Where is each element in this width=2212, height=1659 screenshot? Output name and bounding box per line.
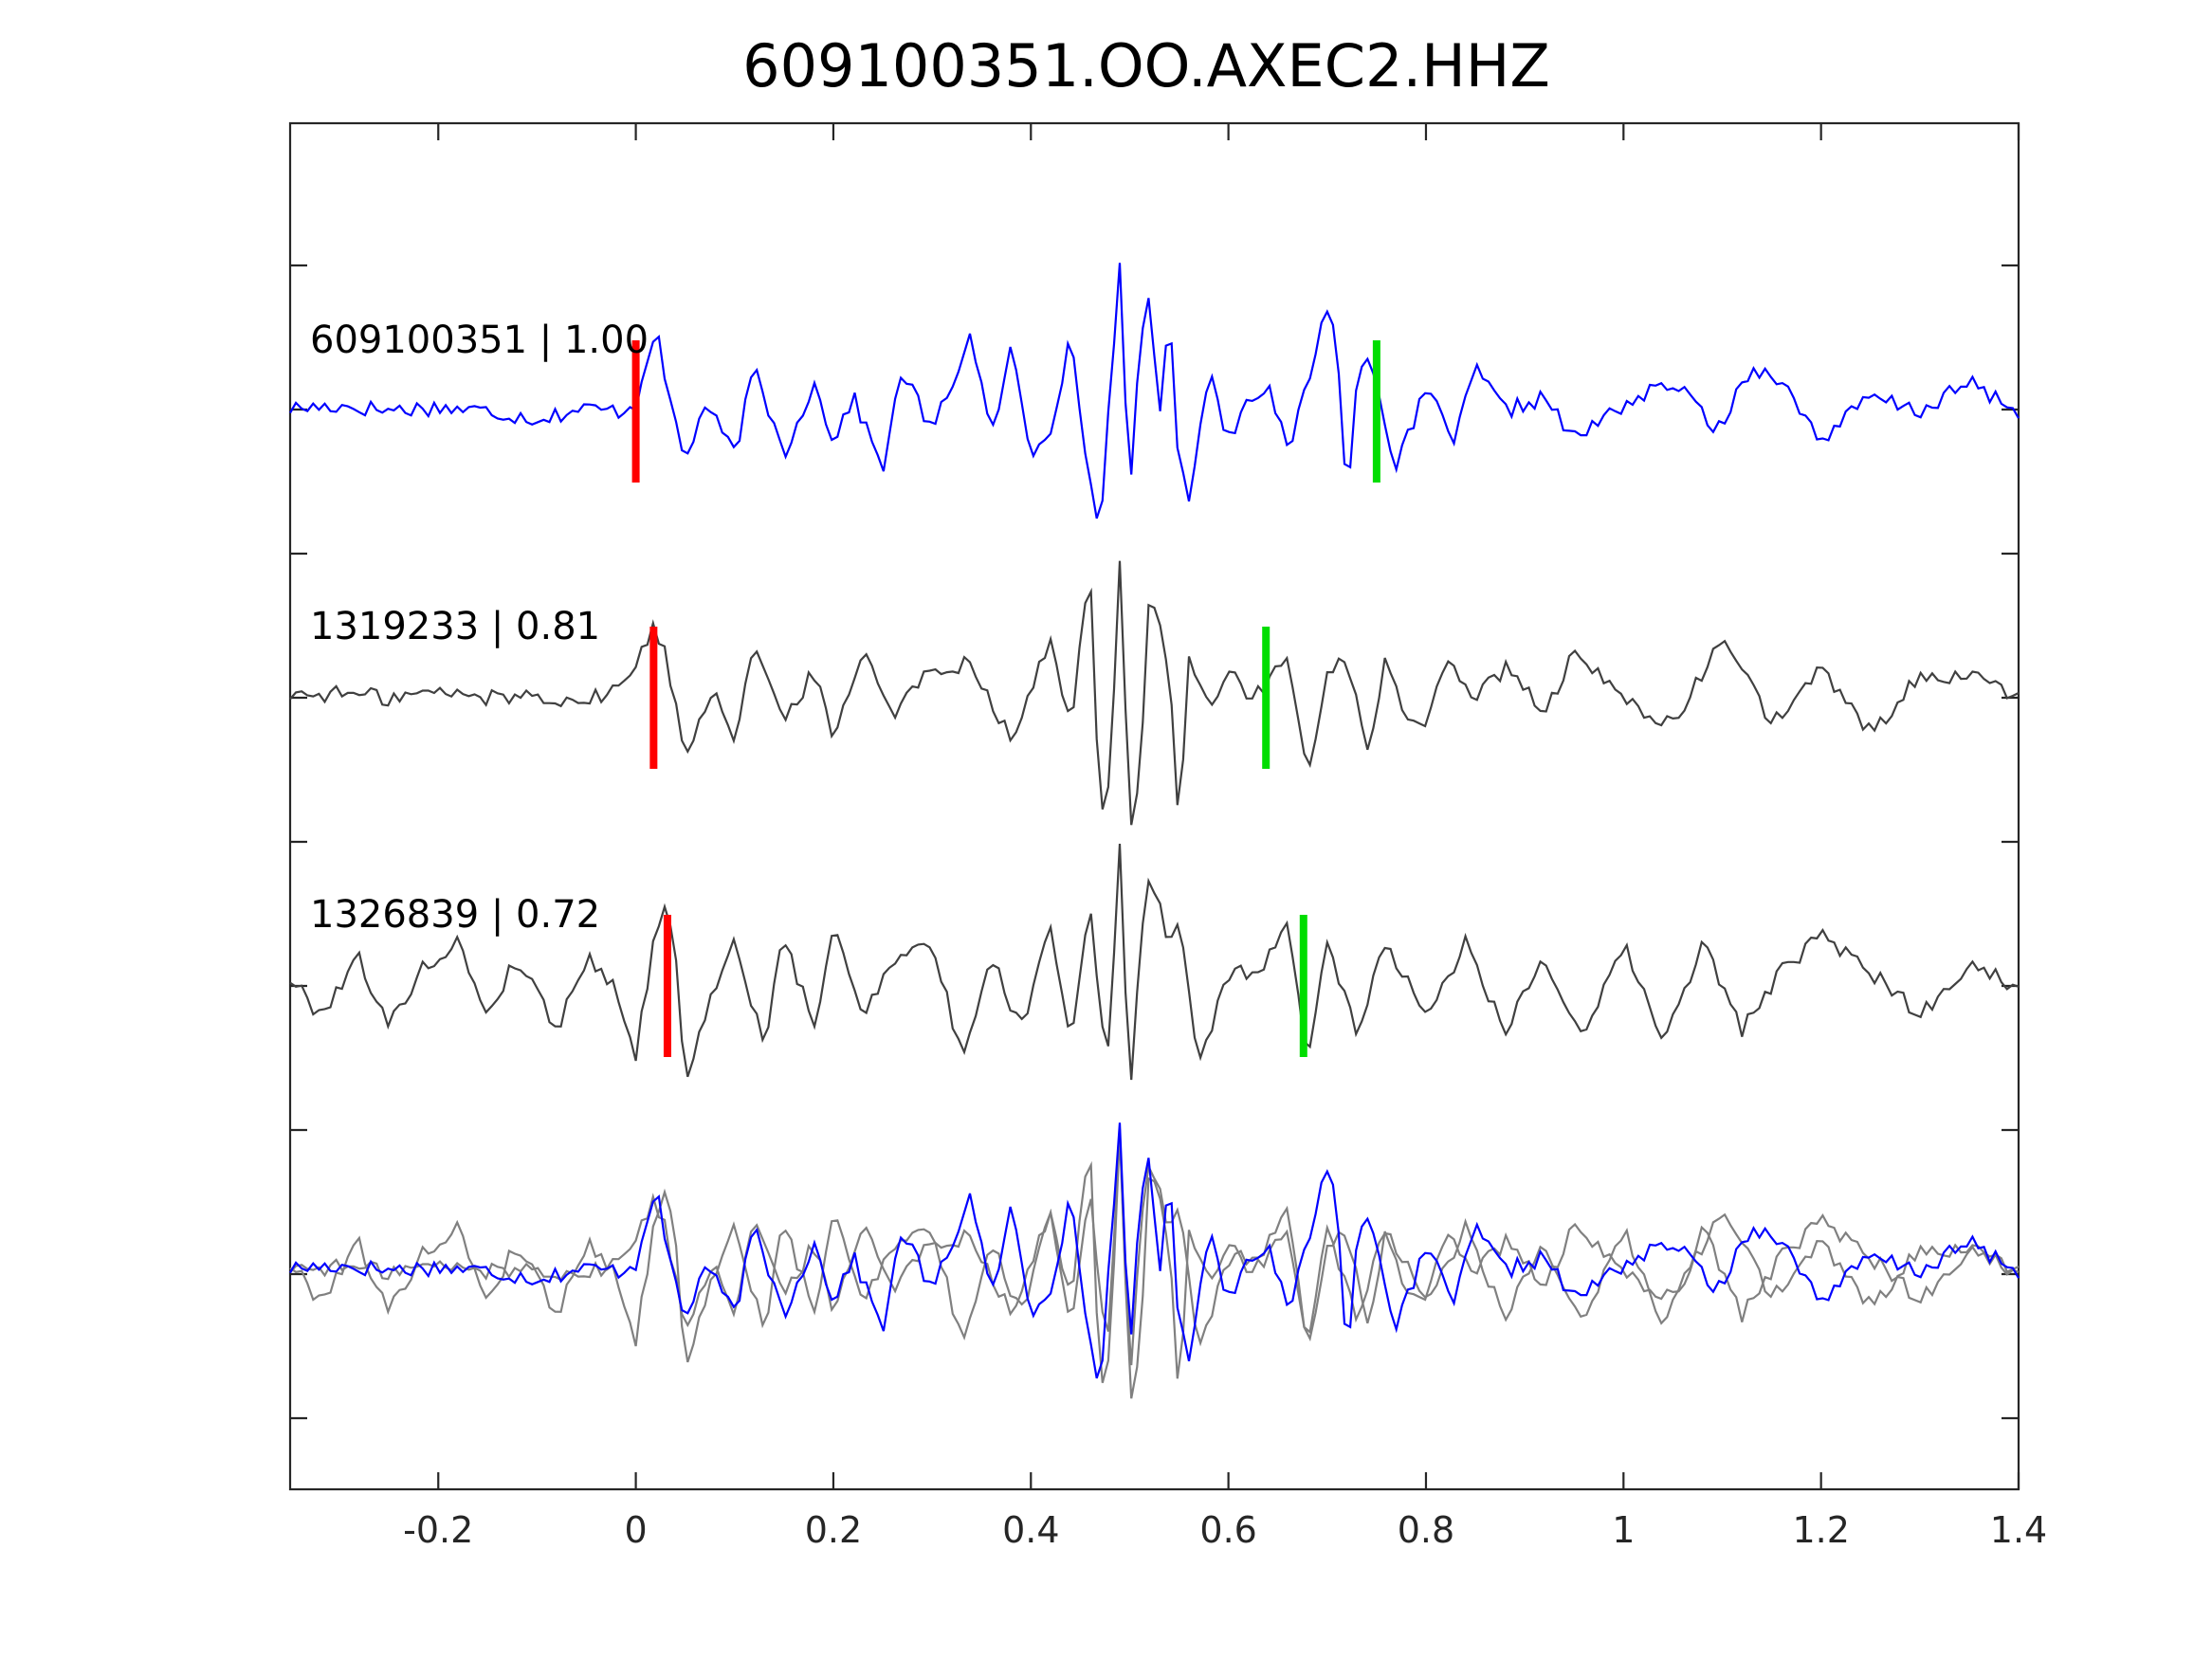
overlay-trace-1326839: [289, 1128, 2020, 1366]
x-tick-label: 1.2: [1792, 1509, 1849, 1551]
trace-group: [289, 263, 2020, 1399]
phase-pick-group: [631, 340, 1380, 1057]
trace-line-609100351: [289, 263, 2020, 520]
trace-label: 1319233 | 0.81: [310, 605, 600, 648]
x-tick-label: 0.4: [1002, 1509, 1059, 1551]
x-tick-label: 0.6: [1199, 1509, 1256, 1551]
x-tick-label: 0.8: [1398, 1509, 1454, 1551]
overlay-trace-1319233: [289, 1134, 2020, 1399]
x-tick-label: 0: [625, 1509, 648, 1551]
trace-line-1326839: [289, 843, 2020, 1081]
chart-title: 609100351.OO.AXEC2.HHZ: [742, 31, 1550, 100]
overlay-trace-609100351: [289, 1122, 2020, 1379]
axis-ticks: -0.2 0 0.2 0.4 0.6 0.8 1 1.2 1.4: [290, 123, 2047, 1551]
trace-label-group: 609100351 | 1.00 1319233 | 0.81 1326839 | …: [310, 319, 649, 937]
plot-area: -0.2 0 0.2 0.4 0.6 0.8 1 1.2 1.4 609100351 | 1.0…: [288, 121, 2047, 1551]
x-tick-label: 1.4: [1990, 1509, 2047, 1551]
trace-label: 1326839 | 0.72: [310, 893, 600, 937]
trace-label: 609100351 | 1.00: [310, 319, 649, 362]
x-tick-label: 0.2: [805, 1509, 862, 1551]
trace-line-1319233: [289, 560, 2020, 826]
x-tick-label: 1: [1612, 1509, 1635, 1551]
axes-frame: [288, 121, 2020, 1491]
x-tick-label: -0.2: [403, 1509, 473, 1551]
